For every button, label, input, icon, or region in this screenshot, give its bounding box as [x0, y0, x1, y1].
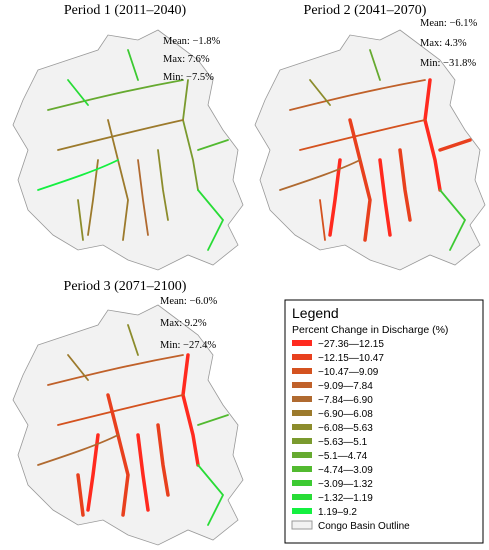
- legend-label: 1.19–9.2: [318, 507, 357, 518]
- legend: Legend Percent Change in Discharge (%) −…: [284, 299, 484, 544]
- legend-label: −6.90—6.08: [318, 409, 373, 420]
- legend-label: −3.09—1.32: [318, 479, 373, 490]
- river: [107, 119, 129, 241]
- legend-swatch: [292, 480, 312, 486]
- river: [77, 199, 84, 241]
- stat: Mean: −6.1%: [420, 18, 477, 29]
- river: [181, 353, 200, 467]
- legend-label: −4.74—3.09: [318, 465, 373, 476]
- river: [423, 78, 442, 192]
- legend-label: −12.15—10.47: [318, 353, 384, 364]
- river: [37, 434, 119, 466]
- river: [309, 79, 331, 106]
- river: [37, 159, 119, 191]
- river: [197, 139, 229, 151]
- legend-label: −27.36—12.15: [318, 339, 384, 350]
- legend-subtitle: Percent Change in Discharge (%): [292, 324, 448, 336]
- river: [348, 118, 372, 242]
- river: [197, 414, 229, 426]
- legend-label: −1.32—1.19: [318, 493, 373, 504]
- legend-label: −10.47—9.09: [318, 367, 379, 378]
- river: [398, 148, 412, 222]
- stat: Mean: −6.0%: [160, 296, 217, 307]
- river: [106, 393, 130, 517]
- river: [328, 158, 342, 237]
- legend-title: Legend: [292, 305, 339, 321]
- river: [47, 79, 184, 111]
- legend-label: −6.08—5.63: [318, 423, 373, 434]
- river: [369, 49, 381, 81]
- legend-label: −5.1—4.74: [318, 451, 368, 462]
- stat: Max: 7.6%: [163, 54, 210, 65]
- river: [47, 354, 184, 386]
- river: [57, 394, 184, 426]
- panel-title: Period 1 (2011–2040): [64, 3, 187, 18]
- legend-swatch: [292, 494, 312, 500]
- legend-swatch: [292, 368, 312, 374]
- legend-swatch: [292, 354, 312, 360]
- legend-swatch: [292, 410, 312, 416]
- river: [127, 49, 139, 81]
- stat: Min: −27.4%: [160, 340, 216, 351]
- stat: Min: −7.5%: [163, 72, 214, 83]
- legend-swatch: [292, 382, 312, 388]
- stat: Min: −31.8%: [420, 58, 476, 69]
- legend-label: Congo Basin Outline: [318, 521, 410, 532]
- panel-title: Period 3 (2071–2100): [64, 279, 187, 294]
- stat: Max: 9.2%: [160, 318, 207, 329]
- map-panel: [12, 29, 244, 271]
- river: [279, 159, 361, 191]
- river: [197, 464, 225, 526]
- map-panel: [254, 29, 486, 271]
- legend-label: −7.84—6.90: [318, 395, 373, 406]
- river: [87, 159, 99, 236]
- river: [86, 433, 100, 512]
- river: [197, 189, 225, 251]
- river: [439, 189, 467, 251]
- legend-swatch: [292, 438, 312, 444]
- river: [156, 423, 170, 497]
- legend-swatch: [291, 520, 313, 530]
- river: [299, 119, 426, 151]
- river: [76, 473, 85, 517]
- river: [67, 79, 89, 106]
- legend-swatch: [292, 424, 312, 430]
- legend-label: −9.09—7.84: [318, 381, 373, 392]
- legend-swatch: [292, 452, 312, 458]
- river: [137, 159, 149, 236]
- legend-label: −5.63—5.1: [318, 437, 368, 448]
- river: [57, 119, 184, 151]
- legend-swatch: [292, 340, 312, 346]
- river: [127, 324, 139, 356]
- stat: Max: 4.3%: [420, 38, 467, 49]
- river: [182, 79, 199, 191]
- legend-swatch: [292, 466, 312, 472]
- river: [136, 433, 150, 512]
- legend-swatch: [292, 396, 312, 402]
- map-panel: [12, 304, 244, 546]
- river: [378, 158, 392, 237]
- stat: Mean: −1.8%: [163, 36, 220, 47]
- legend-swatch: [292, 508, 312, 514]
- river: [319, 199, 326, 241]
- river: [157, 149, 169, 221]
- panel-title: Period 2 (2041–2070): [304, 3, 427, 18]
- river: [67, 354, 89, 381]
- river: [289, 79, 426, 111]
- river: [438, 138, 472, 152]
